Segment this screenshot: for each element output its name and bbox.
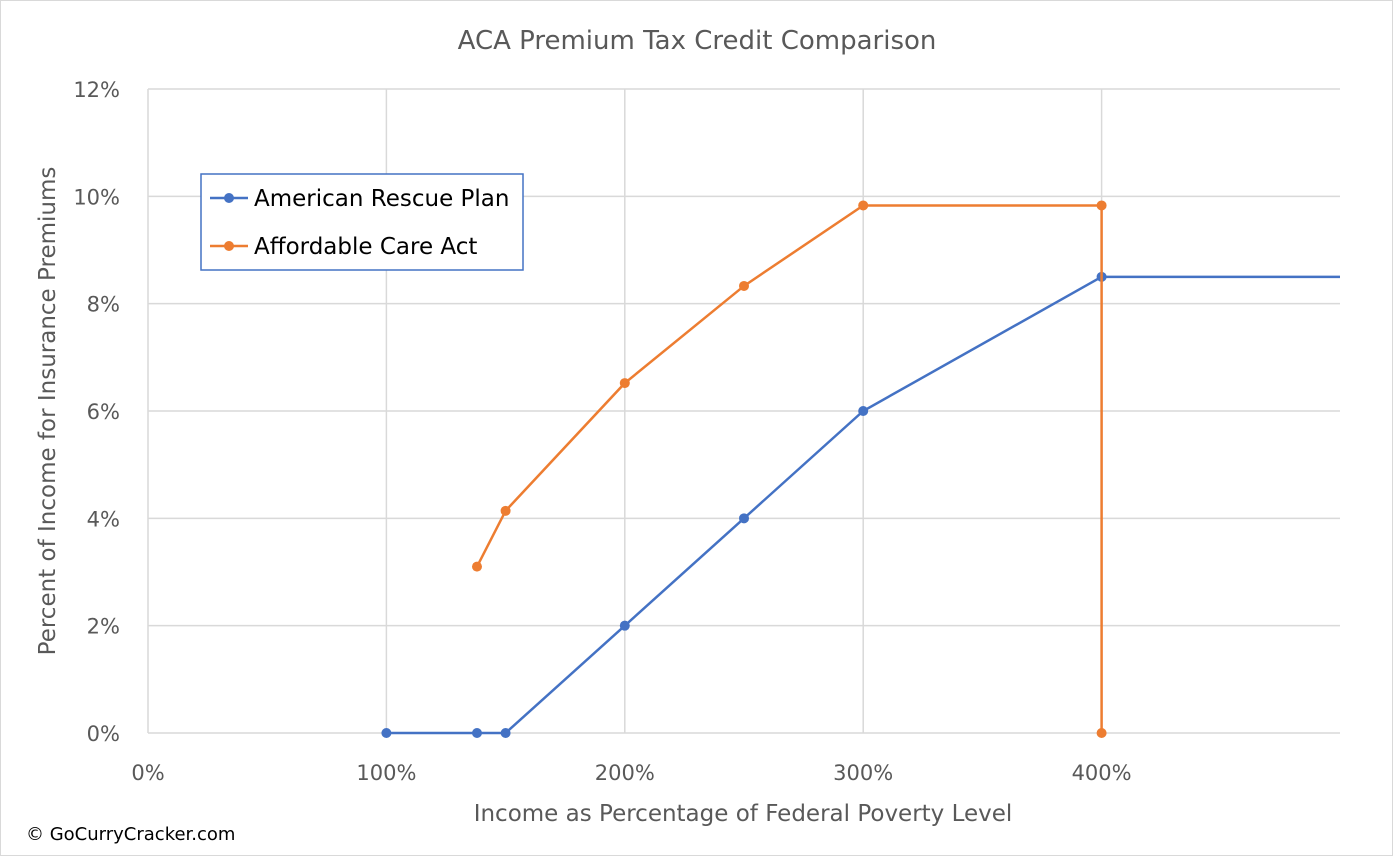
chart-title: ACA Premium Tax Credit Comparison bbox=[458, 26, 937, 56]
legend-label-american-rescue-plan: American Rescue Plan bbox=[254, 186, 509, 212]
axis-ticks: 0% 2% 4% 6% 8% 10% 12% 0% 100% 200% 300% 400% bbox=[73, 78, 1131, 785]
legend-marker-affordable-care-act bbox=[224, 241, 234, 251]
data-point-affordable-care-act bbox=[471, 561, 482, 572]
x-tick-label: 0% bbox=[131, 761, 164, 785]
legend-box bbox=[200, 173, 524, 271]
data-point-american-rescue-plan bbox=[381, 728, 392, 738]
data-point-american-rescue-plan bbox=[471, 728, 482, 738]
y-tick-label: 8% bbox=[87, 293, 120, 317]
data-point-affordable-care-act bbox=[1096, 200, 1107, 211]
x-tick-label: 200% bbox=[595, 761, 655, 785]
credit-text: © GoCurryCracker.com bbox=[26, 824, 235, 845]
series-layer bbox=[381, 200, 1340, 738]
data-point-american-rescue-plan bbox=[739, 513, 749, 524]
y-tick-label: 2% bbox=[87, 615, 120, 639]
series-line-american-rescue-plan bbox=[386, 275, 1103, 735]
data-point-affordable-care-act bbox=[500, 505, 511, 516]
y-tick-label: 6% bbox=[87, 400, 120, 424]
data-point-american-rescue-plan bbox=[500, 728, 511, 738]
y-tick-label: 0% bbox=[87, 722, 120, 746]
x-axis-label: Income as Percentage of Federal Poverty … bbox=[474, 801, 1013, 827]
legend-label-affordable-care-act: Affordable Care Act bbox=[254, 234, 477, 260]
data-point-american-rescue-plan bbox=[858, 406, 869, 416]
data-point-affordable-care-act bbox=[1096, 728, 1107, 738]
y-tick-label: 10% bbox=[73, 185, 120, 209]
data-point-american-rescue-plan bbox=[619, 620, 630, 631]
y-axis-label: Percent of Income for Insurance Premiums bbox=[35, 167, 61, 656]
data-point-affordable-care-act bbox=[739, 280, 749, 291]
y-tick-label: 4% bbox=[87, 507, 120, 531]
legend-marker-american-rescue-plan bbox=[224, 193, 234, 203]
data-point-affordable-care-act bbox=[619, 378, 630, 389]
data-point-affordable-care-act bbox=[858, 200, 869, 211]
x-tick-label: 300% bbox=[833, 761, 893, 785]
series-line-affordable-care-act bbox=[475, 204, 1103, 733]
legend: American Rescue Plan Affordable Care Act bbox=[200, 173, 524, 271]
x-tick-label: 400% bbox=[1072, 761, 1132, 785]
y-tick-label: 12% bbox=[73, 78, 120, 102]
x-tick-label: 100% bbox=[356, 761, 416, 785]
